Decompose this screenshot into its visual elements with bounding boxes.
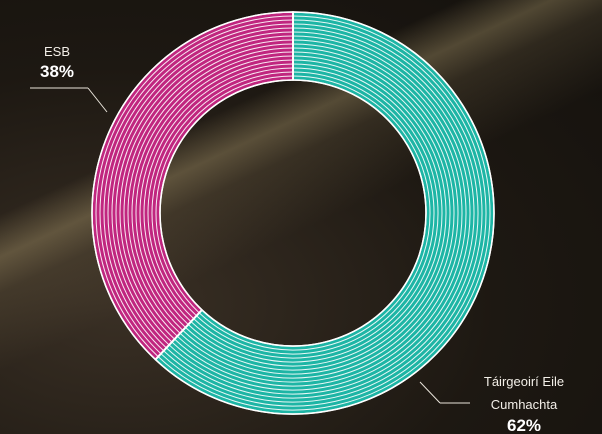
ring-stripe xyxy=(151,71,294,317)
ring-stripe xyxy=(185,55,451,371)
ring-stripe xyxy=(179,47,459,379)
others-leader-line-diag xyxy=(419,381,441,404)
ring-stripe xyxy=(123,43,294,337)
others-value-label: 62% xyxy=(507,416,541,434)
ring-stripe xyxy=(171,35,471,391)
ring-stripe xyxy=(182,51,455,375)
ring-stripe xyxy=(187,59,447,367)
donut-striations xyxy=(91,11,495,415)
ring-stripe xyxy=(157,15,491,411)
ring-stripe xyxy=(135,55,294,328)
ring-stripe xyxy=(115,35,294,343)
ring-stripe xyxy=(143,63,294,322)
ring-stripe xyxy=(119,39,294,340)
ring-stripe xyxy=(131,51,294,331)
esb-leader-line-diag xyxy=(87,87,108,113)
ring-stripe xyxy=(107,27,294,349)
slice-divider xyxy=(154,309,203,361)
ring-stripe xyxy=(193,67,439,359)
ring-stripe xyxy=(160,19,487,407)
ring-stripe xyxy=(176,43,463,383)
ring-stripe xyxy=(99,19,294,355)
ring-stripe xyxy=(168,31,475,395)
ring-border xyxy=(159,79,427,347)
esb-label: ESB xyxy=(44,44,70,59)
ring-stripe xyxy=(147,67,294,320)
ring-stripe xyxy=(198,75,431,351)
ring-stripe xyxy=(127,47,294,334)
ring-stripe xyxy=(163,23,483,403)
ring-stripe xyxy=(103,23,294,352)
ring-stripe xyxy=(155,75,294,314)
ring-stripe xyxy=(190,63,443,363)
others-label-line2: Cumhachta xyxy=(491,397,558,412)
ring-stripe xyxy=(166,27,479,399)
ring-stripe xyxy=(174,39,467,387)
ring-stripe xyxy=(196,71,435,355)
ring-stripe xyxy=(139,59,294,325)
esb-value-label: 38% xyxy=(40,62,74,81)
ring-stripe xyxy=(111,31,294,346)
others-label-line1: Táirgeoirí Eile xyxy=(484,374,564,389)
ring-stripe xyxy=(95,15,294,357)
